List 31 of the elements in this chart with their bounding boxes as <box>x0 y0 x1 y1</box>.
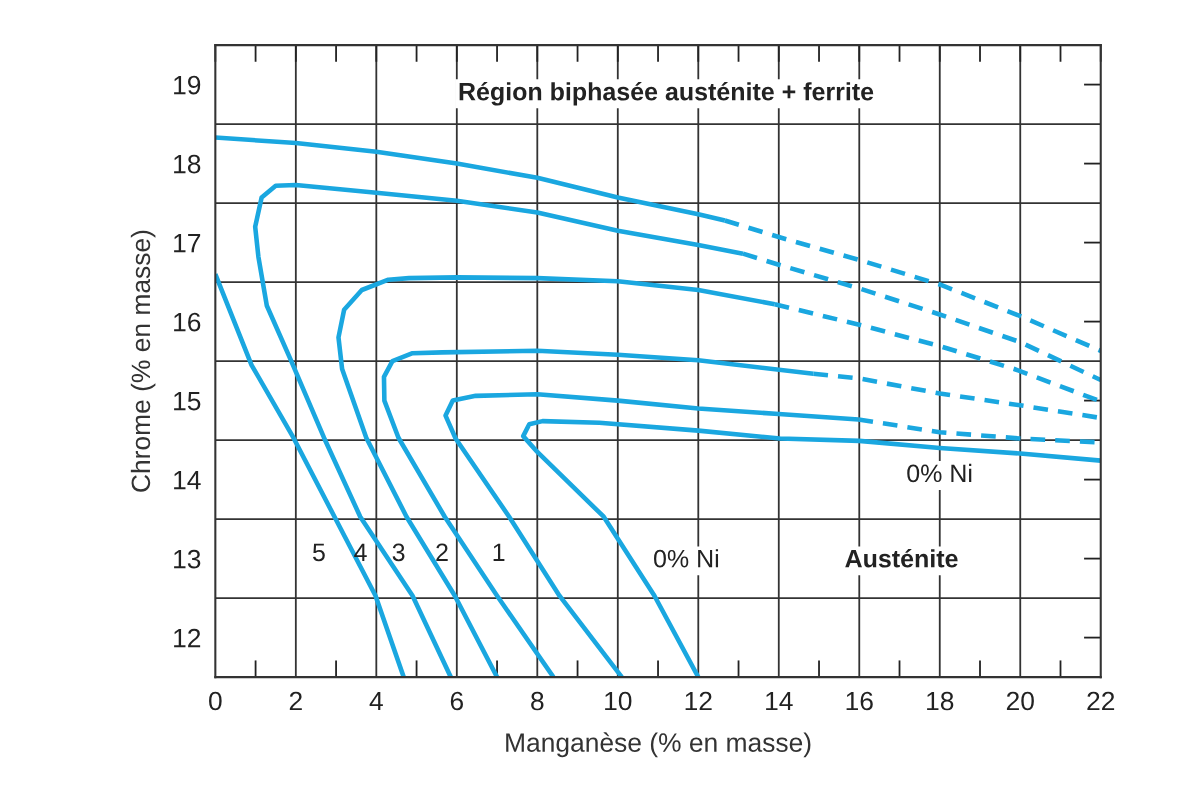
annotation: 2 <box>436 543 448 561</box>
annotation: Région biphasée austénite + ferrite <box>459 81 874 106</box>
y-tick-label: 16 <box>174 312 201 332</box>
annotation: 5 <box>312 543 325 562</box>
x-tick-label: 8 <box>531 691 544 711</box>
x-tick-label: 12 <box>685 691 712 711</box>
x-tick-label: 16 <box>846 691 873 711</box>
x-tick-label: 18 <box>927 691 954 711</box>
y-tick-label: 12 <box>174 628 201 648</box>
x-tick-label: 22 <box>1087 691 1115 711</box>
y-tick-label: 18 <box>174 154 201 174</box>
y-tick-label: 17 <box>174 234 201 253</box>
x-tick-label: 4 <box>369 691 383 711</box>
x-axis-title: Manganèse (% en masse) <box>506 732 811 758</box>
x-tick-label: 6 <box>450 691 463 711</box>
annotation: 3 <box>392 543 405 562</box>
x-tick-label: 10 <box>605 691 632 711</box>
y-tick-label: 13 <box>174 549 201 569</box>
annotation: 0% Ni <box>654 549 719 568</box>
annotation: 1 <box>493 543 505 561</box>
annotation: Austénite <box>845 548 958 568</box>
y-tick-label: 19 <box>174 75 201 95</box>
x-tick-label: 20 <box>1006 691 1034 711</box>
annotation: 0% Ni <box>907 463 972 483</box>
x-tick-label: 14 <box>766 691 793 711</box>
y-tick-label: 14 <box>174 471 201 490</box>
x-tick-label: 2 <box>289 691 302 711</box>
y-axis-title: Chrome (% en masse) <box>130 230 156 492</box>
annotation: 4 <box>354 543 367 561</box>
x-tick-label: 0 <box>209 691 222 711</box>
y-tick-label: 15 <box>174 392 201 411</box>
